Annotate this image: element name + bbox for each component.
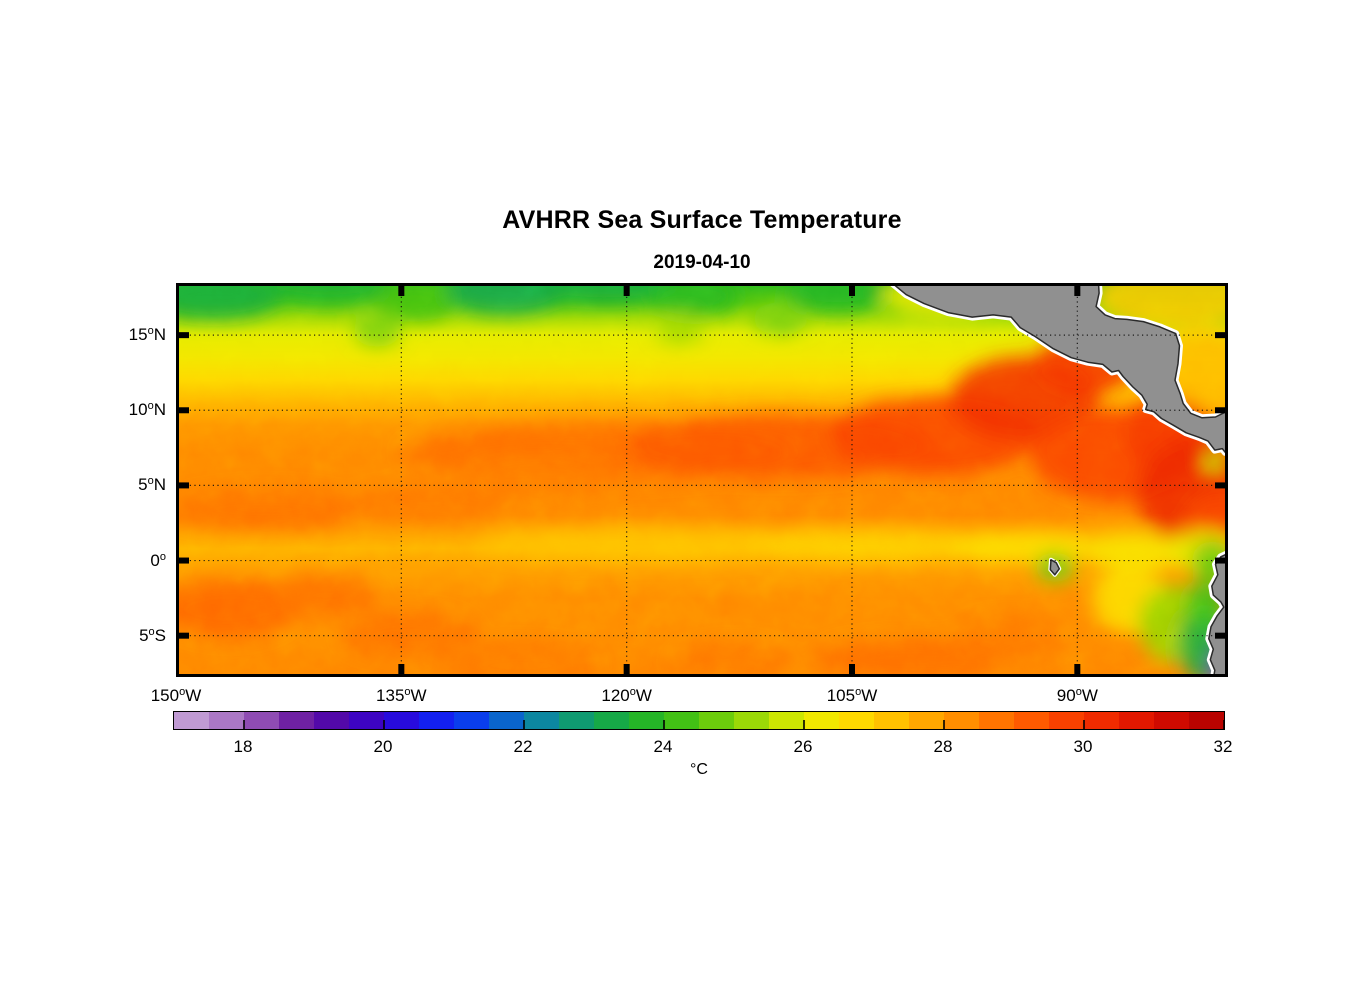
colorbar-tick-mark bbox=[243, 720, 245, 729]
y-tick-label: 0o bbox=[150, 550, 166, 570]
colorbar-unit-label: °C bbox=[690, 761, 708, 778]
x-tick-label: 90oW bbox=[1056, 686, 1098, 705]
colorbar-tick-mark bbox=[523, 720, 525, 729]
south-america bbox=[1208, 552, 1228, 677]
central-america bbox=[890, 283, 1228, 454]
colorbar-tick-mark bbox=[663, 720, 665, 729]
colorbar-tick-label: 24 bbox=[653, 737, 673, 756]
colorbar-tick-mark bbox=[1083, 720, 1085, 729]
y-tick-label: 5oS bbox=[139, 625, 166, 645]
colorbar-tick-mark bbox=[383, 720, 385, 729]
colorbar-tick-label: 30 bbox=[1073, 737, 1093, 756]
sst-map bbox=[176, 283, 1228, 677]
x-tick-label: 135oW bbox=[376, 686, 427, 705]
x-tick-label: 150oW bbox=[150, 686, 202, 705]
chart-date-subtitle: 2019-04-10 bbox=[653, 252, 751, 273]
y-tick-label: 5oN bbox=[138, 475, 166, 495]
colorbar-tick-label: 20 bbox=[373, 737, 393, 756]
x-tick-label: 120oW bbox=[601, 686, 652, 705]
colorbar-tick-mark bbox=[803, 720, 805, 729]
colorbar-tick-label: 18 bbox=[233, 737, 253, 756]
chart-title: AVHRR Sea Surface Temperature bbox=[502, 206, 902, 234]
colorbar-tick-label: 26 bbox=[793, 737, 813, 756]
colorbar-tick-label: 28 bbox=[933, 737, 953, 756]
sst-heatmap-plot bbox=[176, 283, 1228, 677]
colorbar-tick-label: 22 bbox=[513, 737, 533, 756]
x-tick-label: 105oW bbox=[826, 686, 878, 705]
y-tick-label: 15oN bbox=[128, 325, 166, 345]
colorbar-tick-mark bbox=[943, 720, 945, 729]
y-tick-label: 10oN bbox=[128, 400, 166, 420]
galapagos-islands bbox=[1049, 559, 1061, 576]
colorbar bbox=[173, 711, 1225, 730]
colorbar-tick-mark bbox=[1223, 720, 1225, 729]
colorbar-tick-label: 32 bbox=[1213, 737, 1233, 756]
